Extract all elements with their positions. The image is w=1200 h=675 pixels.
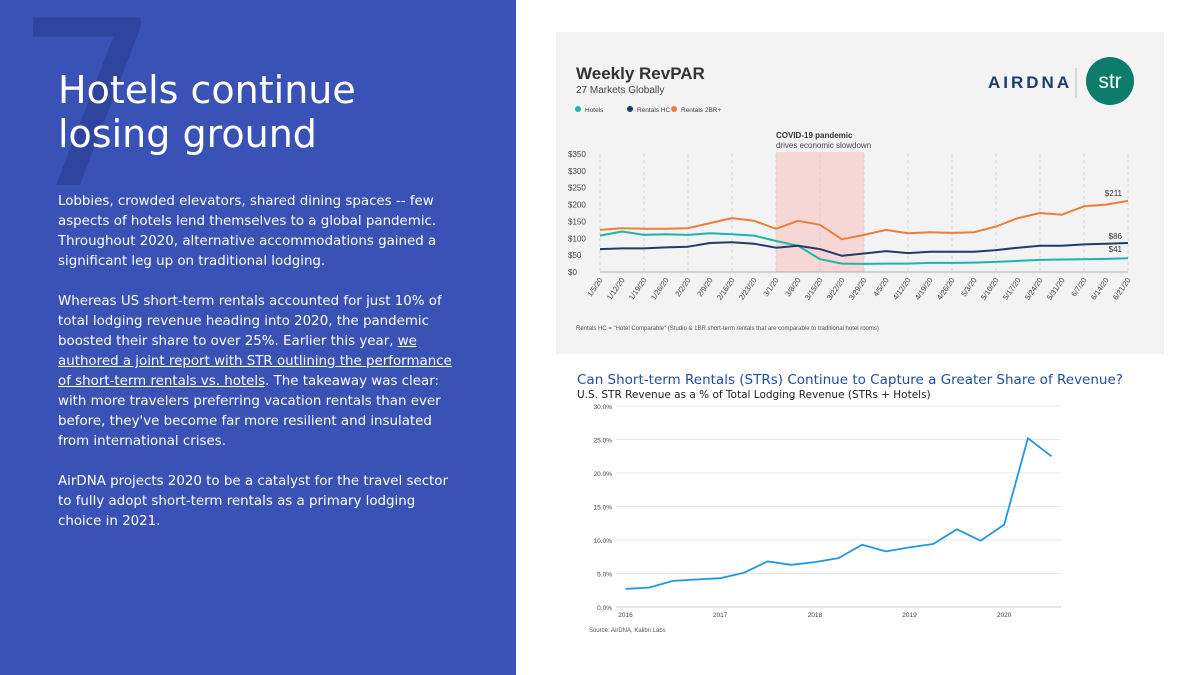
x-tick-label: 1/19/20 bbox=[627, 276, 649, 302]
x-tick-label: 3/15/20 bbox=[803, 276, 825, 302]
x-tick-label: 4/26/20 bbox=[935, 276, 957, 302]
slide-number: 7 bbox=[14, 0, 161, 240]
covid-annotation-title: COVID-19 pandemic bbox=[776, 131, 853, 140]
chart1-subtitle: 27 Markets Globally bbox=[576, 85, 664, 96]
x-tick-label: 3/29/20 bbox=[847, 276, 869, 302]
y-tick-label: $300 bbox=[568, 167, 586, 176]
x-tick-label: 3/1/20 bbox=[761, 276, 780, 298]
y-tick-label: $350 bbox=[568, 150, 586, 159]
chart2-title: Can Short-term Rentals (STRs) Continue t… bbox=[577, 372, 1123, 388]
paragraph-2-start: Whereas US short-term rentals accounted … bbox=[58, 294, 442, 349]
legend-label-0: Hotels bbox=[585, 107, 604, 114]
x-tick-label: 2016 bbox=[618, 612, 633, 619]
revpar-chart: Weekly RevPAR 27 Markets Globally Hotels Re… bbox=[568, 57, 1134, 332]
paragraph-3: AirDNA projects 2020 to be a catalyst fo… bbox=[58, 474, 449, 529]
y-tick-label: 5.0% bbox=[597, 572, 612, 579]
legend-label-1: Rentals HC bbox=[637, 107, 671, 114]
x-tick-label: 5/31/20 bbox=[1045, 276, 1067, 302]
x-tick-label: 5/10/20 bbox=[979, 276, 1001, 302]
y-tick-label: 25.0% bbox=[594, 438, 613, 445]
str-share-chart-card: Can Short-term Rentals (STRs) Continue t… bbox=[556, 365, 1164, 645]
str-share-chart: Can Short-term Rentals (STRs) Continue t… bbox=[577, 372, 1123, 634]
x-tick-label: 4/12/20 bbox=[891, 276, 913, 302]
str-logo-text: str bbox=[1098, 70, 1121, 93]
y-tick-label: 20.0% bbox=[594, 471, 613, 478]
x-tick-label: 2/2/20 bbox=[673, 276, 692, 298]
x-tick-label: 2017 bbox=[713, 612, 728, 619]
legend-marker-2 bbox=[671, 106, 677, 112]
x-tick-label: 5/3/20 bbox=[959, 276, 978, 298]
end-value-label: $211 bbox=[1105, 189, 1123, 198]
paragraph-2-end: . The takeaway was clear: with more trav… bbox=[58, 374, 441, 449]
y-tick-label: 30.0% bbox=[594, 404, 613, 411]
y-tick-label: 15.0% bbox=[594, 505, 613, 512]
end-value-label: $41 bbox=[1109, 245, 1123, 254]
x-tick-label: 1/26/20 bbox=[649, 276, 671, 302]
y-tick-label: 10.0% bbox=[594, 538, 613, 545]
joint-report-link[interactable]: we authored a joint report with STR outl… bbox=[58, 334, 452, 389]
chart1-title: Weekly RevPAR bbox=[576, 64, 705, 83]
y-tick-label: $150 bbox=[568, 217, 586, 226]
x-tick-label: 6/14/20 bbox=[1089, 276, 1111, 302]
body-text: Lobbies, crowded elevators, shared dinin… bbox=[58, 192, 453, 552]
chart2-subtitle: U.S. STR Revenue as a % of Total Lodging… bbox=[577, 389, 931, 401]
x-tick-label: 2018 bbox=[808, 612, 823, 619]
airdna-logo: AIRDNA bbox=[988, 73, 1072, 92]
legend-marker-1 bbox=[627, 106, 633, 112]
covid-annotation-sub: drives economic slowdown bbox=[776, 141, 871, 150]
x-tick-label: 2/9/20 bbox=[695, 276, 714, 298]
title-line-1: Hotels continue bbox=[58, 68, 356, 112]
paragraph-2: Whereas US short-term rentals accounted … bbox=[58, 292, 453, 452]
revpar-chart-card: Weekly RevPAR 27 Markets Globally Hotels Re… bbox=[556, 32, 1164, 354]
x-tick-label: 6/21/20 bbox=[1111, 276, 1133, 302]
legend-label-2: Rentals 2BR+ bbox=[681, 107, 721, 114]
x-tick-label: 3/8/20 bbox=[783, 276, 802, 298]
x-tick-label: 4/19/20 bbox=[913, 276, 935, 302]
x-tick-label: 2/23/20 bbox=[737, 276, 759, 302]
str-share-line bbox=[625, 437, 1053, 590]
slide-title: Hotels continue losing ground bbox=[58, 68, 478, 156]
x-tick-label: 4/5/20 bbox=[871, 276, 890, 298]
x-tick-label: 1/5/20 bbox=[585, 276, 604, 298]
chart2-source: Source: AirDNA, Kalibri Labs bbox=[589, 628, 666, 634]
x-tick-label: 1/12/20 bbox=[605, 276, 627, 302]
end-value-label: $86 bbox=[1109, 232, 1123, 241]
y-tick-label: $50 bbox=[568, 251, 582, 260]
legend-marker-0 bbox=[575, 106, 581, 112]
chart1-footnote: Rentals HC = "Hotel Comparable" (Studio … bbox=[576, 326, 879, 332]
y-tick-label: $200 bbox=[568, 201, 586, 210]
series-line-rentals-2br- bbox=[599, 199, 1129, 241]
x-tick-label: 5/24/20 bbox=[1023, 276, 1045, 302]
x-tick-label: 2/16/20 bbox=[715, 276, 737, 302]
title-line-2: losing ground bbox=[58, 112, 317, 156]
x-tick-label: 5/17/20 bbox=[1001, 276, 1023, 302]
y-tick-label: $0 bbox=[568, 268, 577, 277]
x-tick-label: 6/7/20 bbox=[1069, 276, 1088, 298]
y-tick-label: $100 bbox=[568, 234, 586, 243]
x-tick-label: 2019 bbox=[902, 612, 917, 619]
x-tick-label: 3/22/20 bbox=[825, 276, 847, 302]
x-tick-label: 2020 bbox=[997, 612, 1012, 619]
y-tick-label: 0.0% bbox=[597, 605, 612, 612]
str-logo-circle bbox=[1086, 57, 1134, 105]
series-line-hotels bbox=[599, 230, 1129, 265]
series-line-rentals-hc bbox=[599, 241, 1129, 257]
y-tick-label: $250 bbox=[568, 184, 586, 193]
paragraph-1: Lobbies, crowded elevators, shared dinin… bbox=[58, 194, 437, 269]
left-panel: 7 Hotels continue losing ground Lobbies,… bbox=[0, 0, 516, 675]
